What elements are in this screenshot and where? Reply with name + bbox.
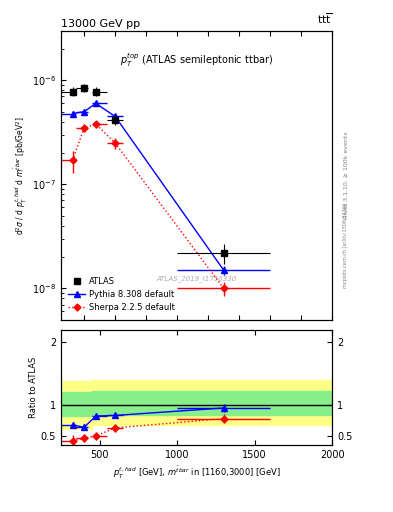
- Text: ATLAS_2019_I1750330: ATLAS_2019_I1750330: [156, 275, 237, 282]
- X-axis label: $p_T^{t,had}$ [GeV], $m^{\bar{t}bar}$ in [1160,3000] [GeV]: $p_T^{t,had}$ [GeV], $m^{\bar{t}bar}$ in…: [113, 464, 280, 481]
- Y-axis label: Rivet 3.1.10, ≥ 100k events: Rivet 3.1.10, ≥ 100k events: [344, 132, 349, 219]
- Y-axis label: Ratio to ATLAS: Ratio to ATLAS: [29, 357, 38, 418]
- Text: $p_T^{top}$ (ATLAS semileptonic ttbar): $p_T^{top}$ (ATLAS semileptonic ttbar): [120, 51, 273, 69]
- Text: mcplots.cern.ch [arXiv:1306.3436]: mcplots.cern.ch [arXiv:1306.3436]: [343, 203, 347, 288]
- Text: tt$\mathdefault{\overline{t}}$: tt$\mathdefault{\overline{t}}$: [317, 12, 332, 27]
- Text: 13000 GeV pp: 13000 GeV pp: [61, 18, 140, 29]
- Y-axis label: d$^2\sigma$ / d $p_T^{t,had}$ d $m^{\bar{t}bar}$ [pb/GeV$^2$]: d$^2\sigma$ / d $p_T^{t,had}$ d $m^{\bar…: [13, 116, 29, 234]
- Legend: ATLAS, Pythia 8.308 default, Sherpa 2.2.5 default: ATLAS, Pythia 8.308 default, Sherpa 2.2.…: [65, 273, 178, 315]
